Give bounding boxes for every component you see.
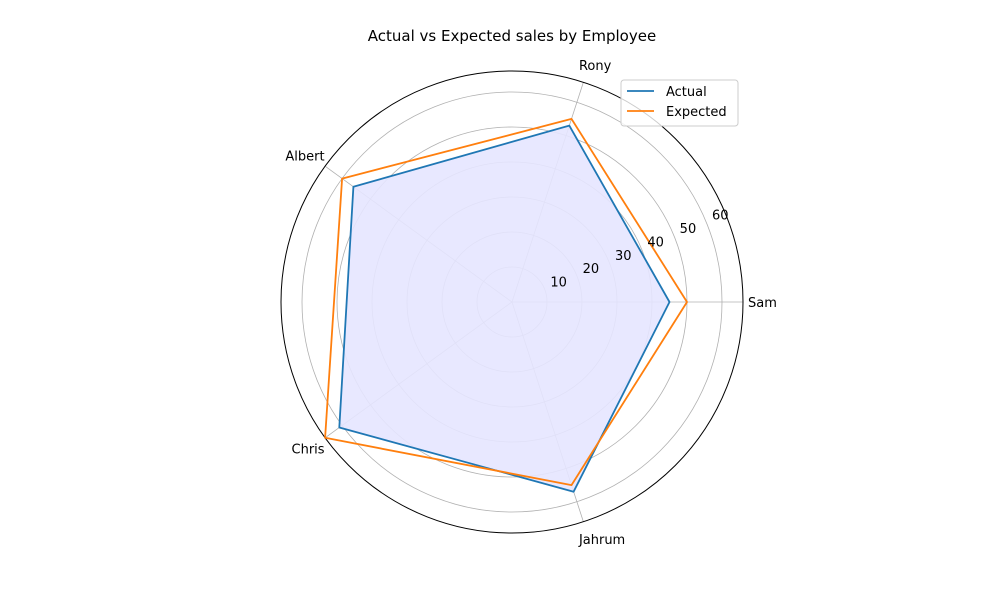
r-tick-label-50: 50 bbox=[680, 222, 697, 237]
legend-label-expected: Expected bbox=[666, 105, 727, 120]
chart-title: Actual vs Expected sales by Employee bbox=[368, 27, 656, 45]
category-label-sam: Sam bbox=[748, 296, 777, 311]
category-label-albert: Albert bbox=[285, 150, 324, 165]
series-fill-actual bbox=[339, 125, 670, 492]
legend: Actual Expected bbox=[620, 79, 739, 127]
outer-frame bbox=[280, 70, 744, 534]
category-label-rony: Rony bbox=[579, 59, 612, 74]
r-tick-label-30: 30 bbox=[615, 249, 632, 264]
series-line-expected bbox=[324, 118, 688, 487]
legend-label-actual: Actual bbox=[666, 85, 707, 100]
category-label-chris: Chris bbox=[292, 442, 325, 457]
category-label-jahrum: Jahrum bbox=[578, 533, 625, 548]
series-line-actual bbox=[338, 124, 671, 493]
r-tick-label-20: 20 bbox=[583, 262, 600, 277]
series-layer bbox=[324, 118, 688, 493]
r-tick-label-40: 40 bbox=[647, 235, 664, 250]
r-tick-label-60: 60 bbox=[712, 209, 729, 224]
label-layer: 10 20 30 40 50 60 Sam Rony Albert Chris Jahrum bbox=[285, 59, 777, 548]
r-tick-label-10: 10 bbox=[550, 276, 567, 291]
